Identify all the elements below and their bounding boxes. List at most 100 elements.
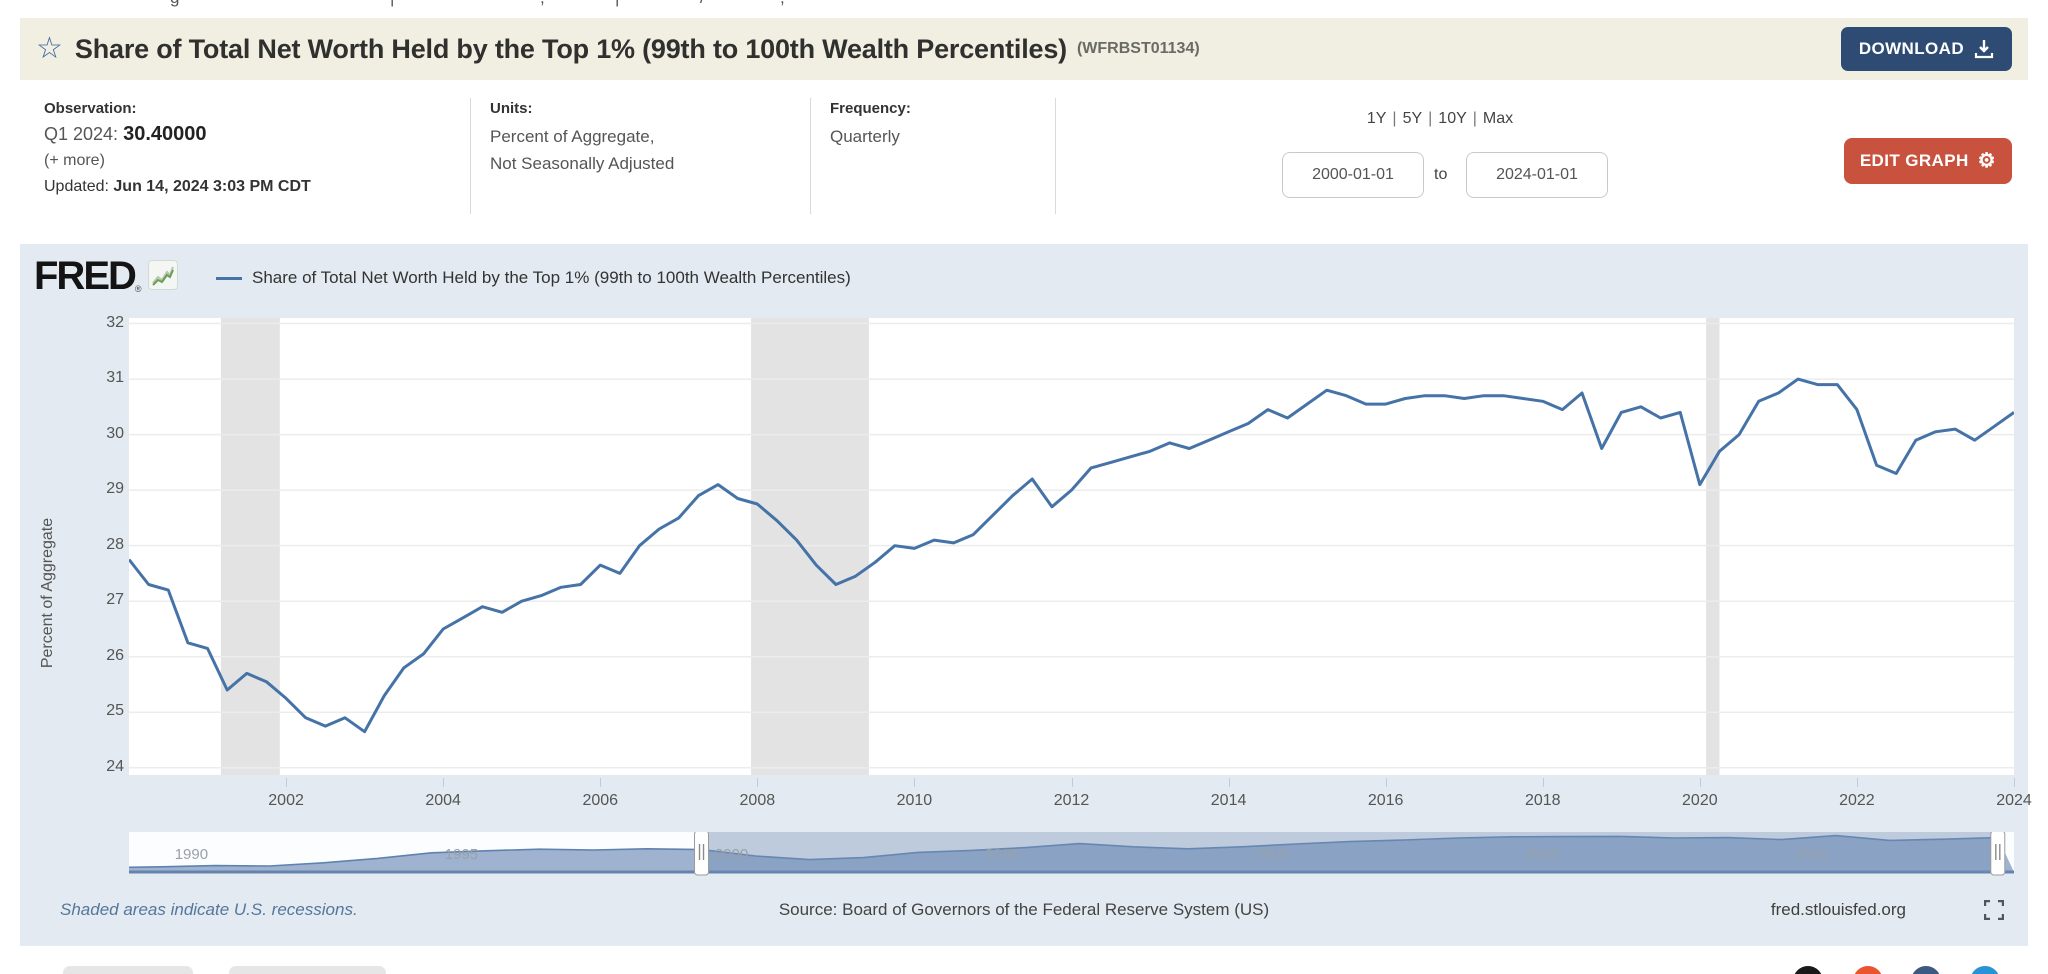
observation-value: Q1 2024: 30.40000 xyxy=(44,123,311,146)
download-button[interactable]: DOWNLOAD xyxy=(1840,27,2012,71)
frequency-label: Frequency: xyxy=(830,100,911,117)
frequency-value: Quarterly xyxy=(830,127,900,146)
preset-separator: | xyxy=(1392,110,1397,127)
updated-text: Updated: Jun 14, 2024 3:03 PM CDT xyxy=(44,178,311,196)
clipped-button[interactable] xyxy=(63,966,193,974)
fred-logo: FRED ® xyxy=(34,256,178,296)
title-bar: ☆ Share of Total Net Worth Held by the T… xyxy=(20,18,2028,80)
breadcrumb-fragment: , xyxy=(780,0,785,8)
download-icon xyxy=(1974,40,1994,59)
date-range-to-label: to xyxy=(1434,166,1448,183)
site-link[interactable]: fred.stlouisfed.org xyxy=(1770,900,1906,919)
chart-region: FRED ® Share of Total Net Worth Held by … xyxy=(20,244,2032,946)
preview-year-label: 1995 xyxy=(444,846,479,863)
breadcrumb: g |, | /, xyxy=(0,0,1200,9)
observation-block: Observation: Q1 2024: 30.40000 (+ more) … xyxy=(44,100,311,196)
range-handle-left[interactable] xyxy=(694,832,710,876)
y-tick-label: 26 xyxy=(106,646,124,664)
x-tick-mark xyxy=(1542,778,1544,787)
preview-year-label: 2010 xyxy=(1254,846,1289,863)
meta-row: Observation: Q1 2024: 30.40000 (+ more) … xyxy=(20,92,2028,242)
edit-graph-label: EDIT GRAPH xyxy=(1859,151,1969,170)
x-tick-mark xyxy=(2014,778,2015,787)
y-tick-label: 32 xyxy=(106,313,124,331)
preview-year-label: 2000 xyxy=(714,846,749,863)
gear-icon: ⚙ xyxy=(1977,150,1996,172)
breadcrumb-fragment: | xyxy=(390,0,394,8)
x-tick-label: 2006 xyxy=(582,792,619,809)
column-divider xyxy=(470,98,471,214)
range-presets: 1Y | 5Y | 10Y | Max xyxy=(1320,110,1560,128)
x-tick-label: 2020 xyxy=(1682,792,1718,809)
column-divider xyxy=(810,98,811,214)
x-tick-mark xyxy=(1856,778,1858,787)
share-reddit-icon[interactable] xyxy=(1853,966,1883,974)
recession-band xyxy=(1706,318,1720,775)
preview-year-label: 2005 xyxy=(984,846,1019,863)
frequency-block: Frequency: Quarterly xyxy=(830,100,911,150)
share-twitter-icon[interactable] xyxy=(1970,966,2000,974)
recession-band xyxy=(751,318,869,775)
y-tick-label: 28 xyxy=(106,535,124,553)
x-tick-mark xyxy=(1071,778,1073,787)
favorite-star-icon[interactable]: ☆ xyxy=(36,32,63,65)
source-text: Source: Board of Governors of the Federa… xyxy=(778,900,1270,919)
range-selector-chart[interactable] xyxy=(129,832,2014,876)
clipped-button[interactable] xyxy=(229,966,386,974)
x-tick-mark xyxy=(914,778,916,787)
edit-graph-button[interactable]: EDIT GRAPH ⚙ xyxy=(1843,138,2012,184)
x-tick-mark xyxy=(443,778,445,787)
preview-year-label: 1990 xyxy=(174,846,209,863)
preset-separator: | xyxy=(1472,110,1477,127)
main-chart[interactable] xyxy=(129,318,2014,775)
fullscreen-icon[interactable] xyxy=(1984,900,2004,920)
download-label: DOWNLOAD xyxy=(1858,39,1964,58)
breadcrumb-fragment: / xyxy=(700,0,705,8)
breadcrumb-fragment: | xyxy=(615,0,619,8)
y-tick-label: 27 xyxy=(106,591,124,609)
y-tick-label: 24 xyxy=(106,757,124,775)
units-line1: Percent of Aggregate, xyxy=(490,127,655,146)
share-x-icon[interactable] xyxy=(1793,966,1823,974)
preset-5y[interactable]: 5Y xyxy=(1402,110,1423,127)
recession-band xyxy=(220,318,280,775)
preview-area xyxy=(129,835,2014,872)
more-link[interactable]: (+ more) xyxy=(44,152,105,169)
preview-year-label: 2020 xyxy=(1795,846,1829,863)
x-tick-label: 2016 xyxy=(1367,792,1404,809)
x-tick-label: 2014 xyxy=(1210,792,1247,809)
y-tick-label: 31 xyxy=(106,369,124,387)
recession-note: Shaded areas indicate U.S. recessions. xyxy=(60,900,358,919)
share-facebook-icon[interactable] xyxy=(1911,966,1941,974)
y-axis-title: Percent of Aggregate xyxy=(39,517,56,669)
preset-10y[interactable]: 10Y xyxy=(1438,110,1467,127)
preview-year-label: 2015 xyxy=(1525,846,1559,863)
x-tick-label: 2018 xyxy=(1524,792,1561,809)
data-line xyxy=(129,377,2014,734)
fred-logo-text: FRED xyxy=(34,254,137,298)
date-to-input[interactable] xyxy=(1466,152,1608,198)
date-from-input[interactable] xyxy=(1282,152,1424,198)
x-tick-mark xyxy=(757,778,759,787)
units-block: Units: Percent of Aggregate, Not Seasona… xyxy=(490,100,674,177)
y-tick-label: 25 xyxy=(106,702,124,720)
range-handle-right[interactable] xyxy=(1990,832,2006,876)
selected-range[interactable] xyxy=(701,832,1998,872)
fred-chart-icon xyxy=(147,260,178,290)
x-tick-mark xyxy=(1699,778,1701,787)
x-tick-mark xyxy=(1228,778,1230,787)
updated-label: Updated: xyxy=(44,178,109,195)
registered-mark-icon: ® xyxy=(134,284,142,294)
preset-1y[interactable]: 1Y xyxy=(1366,110,1387,127)
column-divider xyxy=(1055,98,1056,214)
units-line2: Not Seasonally Adjusted xyxy=(490,154,675,174)
y-tick-label: 30 xyxy=(106,424,124,442)
x-tick-mark xyxy=(600,778,602,787)
preset-max[interactable]: Max xyxy=(1482,110,1514,127)
legend-label: Share of Total Net Worth Held by the Top… xyxy=(252,268,851,287)
x-tick-label: 2004 xyxy=(425,792,461,809)
x-tick-label: 2008 xyxy=(739,792,776,809)
updated-value: Jun 14, 2024 3:03 PM CDT xyxy=(113,178,311,195)
x-tick-mark xyxy=(286,778,288,787)
